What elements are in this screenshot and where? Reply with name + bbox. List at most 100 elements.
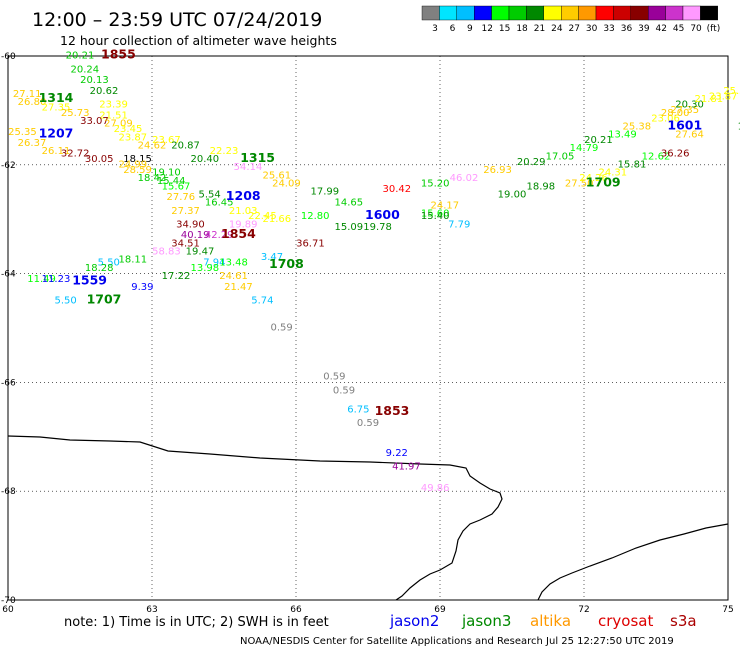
wave-height-point: 3.47 xyxy=(261,252,283,263)
scale-swatch xyxy=(595,5,614,21)
wave-height-point: 26.80 xyxy=(18,97,47,108)
wave-height-point: 54.14 xyxy=(234,162,263,173)
wave-height-point: 28.59 xyxy=(123,165,152,176)
wave-height-point: 21.47 xyxy=(224,282,253,293)
wave-height-point: 0.59 xyxy=(270,323,292,334)
scale-label: 36 xyxy=(621,24,633,34)
plot-frame xyxy=(7,55,729,601)
wave-height-point: 24.99 xyxy=(118,160,147,171)
wave-height-point: 11.23 xyxy=(42,274,71,285)
page-title: 12:00 – 23:59 UTC 07/24/2019 xyxy=(32,9,322,31)
wave-height-point: 25.38 xyxy=(622,121,651,132)
scale-label: 15 xyxy=(499,24,510,34)
wave-height-point: 20.21 xyxy=(66,51,95,62)
y-tick-label: -64 xyxy=(1,270,16,280)
wave-height-point: 21.81 xyxy=(694,94,723,105)
wave-height-point: 0.59 xyxy=(357,418,379,429)
wave-height-point: 20.62 xyxy=(90,86,119,97)
scale-label: 21 xyxy=(534,24,545,34)
scale-swatch xyxy=(474,5,492,21)
scale-swatch xyxy=(508,5,527,21)
pass-time-labels: 1855 1314 1207 1315 1208 1854 1708 1559 1707 1600… xyxy=(39,47,703,418)
wave-height-point: 7.94 xyxy=(203,257,225,268)
wave-height-point: 21.51 xyxy=(99,111,128,122)
wave-height-point: 14.79 xyxy=(570,143,599,154)
wave-height-point: 20.29 xyxy=(517,157,546,168)
wave-height-point: 23.39 xyxy=(99,100,128,111)
wave-height-point: 18.28 xyxy=(85,263,114,274)
scale-swatch xyxy=(543,5,562,21)
wave-height-point: 5.50 xyxy=(98,257,120,268)
wave-height-point: 12.62 xyxy=(642,151,671,162)
wave-height-point: 24.26 xyxy=(579,173,608,184)
legend-cryosat: cryosat xyxy=(598,612,653,630)
pass-time-label: 1708 xyxy=(269,256,304,271)
wave-height-point: 16.45 xyxy=(205,198,234,209)
wave-height-point: 27.64 xyxy=(675,130,704,141)
x-tick-label: 75 xyxy=(722,605,733,615)
scale-label: 12 xyxy=(482,24,493,34)
pass-time-label: 1601 xyxy=(667,117,702,132)
wave-height-point: 41.97 xyxy=(392,461,421,472)
wave-height-point: 27.09 xyxy=(104,119,133,130)
wave-height-point: 20.40 xyxy=(190,154,219,165)
scale-swatch xyxy=(630,5,649,21)
wave-height-point: 27.37 xyxy=(171,206,200,217)
wave-height-point: 17.99 xyxy=(310,187,339,198)
pass-time-label: 1853 xyxy=(375,403,410,418)
wave-height-point: 20.13 xyxy=(80,75,109,86)
scale-swatch xyxy=(578,5,597,21)
scale-label: 33 xyxy=(603,24,614,34)
wave-height-point: 15.81 xyxy=(618,160,647,171)
y-tick-label: -60 xyxy=(1,52,16,62)
wave-height-point: 15.40 xyxy=(421,211,450,222)
pass-time-label: 1854 xyxy=(221,226,256,241)
wave-height-point: 22.45 xyxy=(248,211,277,222)
wave-height-point: 5.54 xyxy=(198,189,220,200)
wave-height-point: 24.61 xyxy=(219,271,248,282)
wave-height-point: 13.98 xyxy=(190,263,219,274)
wave-height-point: 15.60 xyxy=(421,208,450,219)
scale-swatch xyxy=(561,5,579,21)
wave-height-point: 21.66 xyxy=(262,214,291,225)
wave-height-point: 17.22 xyxy=(162,271,191,282)
pass-time-label: 1315 xyxy=(240,150,275,165)
wave-height-point: 15.53 xyxy=(738,121,740,132)
wave-height-point: 36.26 xyxy=(661,149,690,160)
satellite-legend: jason2 jason3 altika cryosat s3a xyxy=(389,612,697,630)
page-subtitle: 12 hour collection of altimeter wave hei… xyxy=(60,33,337,48)
y-tick-label: -70 xyxy=(1,596,16,606)
wave-height-point: 33.07 xyxy=(80,116,109,127)
wave-height-point: 19.10 xyxy=(152,168,181,179)
wave-height-point: 15.09 xyxy=(334,222,363,233)
y-tick-label: -62 xyxy=(1,161,16,171)
wave-height-point: 27.11 xyxy=(13,89,42,100)
wave-height-point: 26.37 xyxy=(18,138,47,149)
wave-height-point: 21.03 xyxy=(229,206,258,217)
wave-height-point: 20.30 xyxy=(675,100,704,111)
pass-time-label: 1709 xyxy=(586,175,621,190)
footer-credit: NOAA/NESDIS Center for Satellite Applica… xyxy=(240,636,674,647)
y-tick-label: -66 xyxy=(1,378,16,388)
wave-height-point: 13.48 xyxy=(219,257,248,268)
wave-height-point: 15.67 xyxy=(162,181,191,192)
x-tick-label: 72 xyxy=(578,605,589,615)
scale-swatch xyxy=(456,5,475,21)
wave-height-point: 27.35 xyxy=(42,102,71,113)
x-tick-label: 63 xyxy=(146,605,157,615)
pass-time-label: 1707 xyxy=(87,292,122,307)
pass-time-label: 1314 xyxy=(39,90,74,105)
wave-height-point: 9.22 xyxy=(386,448,408,459)
scale-label: 27 xyxy=(569,24,580,34)
pass-time-label: 1600 xyxy=(365,207,400,222)
wave-height-point: 7.79 xyxy=(448,219,470,230)
wave-height-point: 19.78 xyxy=(363,222,392,233)
wave-height-point: 14.65 xyxy=(334,198,363,209)
wave-height-point: 19.00 xyxy=(498,189,527,200)
coastline xyxy=(7,435,729,601)
scale-swatch xyxy=(526,5,545,21)
note-text: note: 1) Time is in UTC; 2) SWH is in fe… xyxy=(64,615,329,630)
wave-height-point: 58.83 xyxy=(152,247,181,258)
